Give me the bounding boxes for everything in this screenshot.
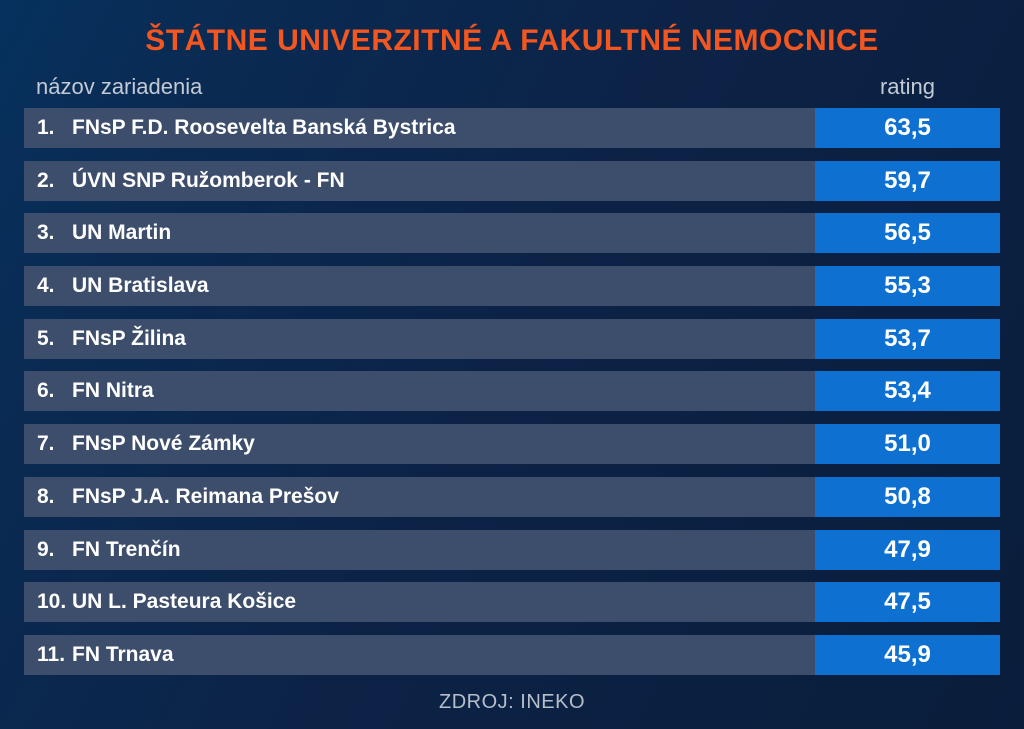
- hospital-name: UN Martin: [72, 221, 172, 245]
- hospital-name-bar: 9. FN Trenčín: [24, 529, 815, 570]
- hospital-name: FNsP F.D. Roosevelta Banská Bystrica: [72, 116, 456, 139]
- hospital-name-bar: 11. FN Trnava: [24, 634, 815, 675]
- rank-label: 6.: [37, 379, 55, 403]
- table-row: 3. UN Martin 56,5: [24, 213, 1000, 254]
- rating-badge: 47,5: [815, 582, 1000, 623]
- rating-badge: 53,4: [815, 371, 1000, 412]
- rating-badge: 55,3: [815, 266, 1000, 307]
- hospital-name-bar: 1. FNsP F.D. Roosevelta Banská Bystrica: [24, 108, 815, 148]
- hospital-name-bar: 8. FNsP J.A. Reimana Prešov: [24, 476, 815, 517]
- rating-badge: 56,5: [815, 213, 1000, 254]
- rank-label: 1.: [37, 116, 55, 139]
- table-row: 11. FN Trnava 45,9: [24, 634, 1000, 675]
- rating-value: 47,5: [884, 588, 931, 616]
- hospital-name: ÚVN SNP Ružomberok - FN: [72, 168, 345, 192]
- table-row: 5. FNsP Žilina 53,7: [24, 318, 1000, 359]
- column-headers: názov zariadenia rating: [0, 74, 1024, 102]
- rating-badge: 45,9: [815, 634, 1000, 675]
- rating-value: 55,3: [884, 272, 931, 300]
- rating-value: 56,5: [884, 219, 931, 247]
- ranking-table: 1. FNsP F.D. Roosevelta Banská Bystrica …: [24, 108, 1000, 675]
- rank-label: 9.: [37, 537, 55, 561]
- rating-value: 53,4: [884, 377, 931, 405]
- rating-badge: 63,5: [815, 108, 1000, 148]
- rating-badge: 51,0: [815, 424, 1000, 465]
- rank-label: 11.: [37, 642, 66, 666]
- rating-value: 63,5: [884, 114, 931, 141]
- hospital-name: FN Nitra: [72, 379, 154, 403]
- rating-badge: 47,9: [815, 529, 1000, 570]
- hospital-name: UN Bratislava: [72, 274, 209, 298]
- rank-label: 10.: [37, 590, 67, 614]
- column-header-rating: rating: [879, 74, 936, 99]
- hospital-name: FN Trenčín: [72, 537, 181, 561]
- rank-label: 8.: [37, 484, 55, 508]
- rating-value: 51,0: [884, 430, 931, 458]
- page-title: ŠTÁTNE UNIVERZITNÉ A FAKULTNÉ NEMOCNICE: [145, 24, 879, 57]
- rating-badge: 50,8: [815, 476, 1000, 517]
- table-row: 10. UN L. Pasteura Košice 47,5: [24, 582, 1000, 623]
- rating-badge: 53,7: [815, 318, 1000, 359]
- source-label: ZDROJ: INEKO: [438, 691, 585, 713]
- rating-value: 59,7: [884, 166, 931, 194]
- rating-value: 45,9: [884, 640, 931, 668]
- rank-label: 4.: [37, 274, 55, 298]
- hospital-name-bar: 6. FN Nitra: [24, 371, 815, 412]
- hospital-name: FN Trnava: [72, 642, 174, 666]
- column-header-name: názov zariadenia: [36, 74, 203, 99]
- table-row: 6. FN Nitra 53,4: [24, 371, 1000, 412]
- hospital-name-bar: 10. UN L. Pasteura Košice: [24, 582, 815, 623]
- table-row: 7. FNsP Nové Zámky 51,0: [24, 424, 1000, 465]
- table-row: 2. ÚVN SNP Ružomberok - FN 59,7: [24, 160, 1000, 201]
- table-row: 4. UN Bratislava 55,3: [24, 266, 1000, 307]
- hospital-name: FNsP Nové Zámky: [72, 432, 255, 456]
- hospital-name-bar: 4. UN Bratislava: [24, 266, 815, 307]
- hospital-name-bar: 5. FNsP Žilina: [24, 318, 815, 359]
- hospital-name: FNsP J.A. Reimana Prešov: [72, 484, 339, 508]
- rank-label: 7.: [37, 432, 55, 456]
- hospital-name-bar: 7. FNsP Nové Zámky: [24, 424, 815, 465]
- hospital-name: FNsP Žilina: [72, 326, 186, 350]
- table-row: 9. FN Trenčín 47,9: [24, 529, 1000, 570]
- rank-label: 2.: [37, 168, 55, 192]
- hospital-name-bar: 3. UN Martin: [24, 213, 815, 254]
- rating-value: 50,8: [884, 482, 931, 510]
- rating-badge: 59,7: [815, 160, 1000, 201]
- table-row: 1. FNsP F.D. Roosevelta Banská Bystrica …: [24, 108, 1000, 148]
- rank-label: 3.: [37, 221, 55, 245]
- rank-label: 5.: [37, 326, 55, 350]
- rating-value: 53,7: [884, 324, 931, 352]
- table-row: 8. FNsP J.A. Reimana Prešov 50,8: [24, 476, 1000, 517]
- hospital-name-bar: 2. ÚVN SNP Ružomberok - FN: [24, 160, 815, 201]
- rating-value: 47,9: [884, 535, 931, 563]
- hospital-name: UN L. Pasteura Košice: [72, 590, 297, 614]
